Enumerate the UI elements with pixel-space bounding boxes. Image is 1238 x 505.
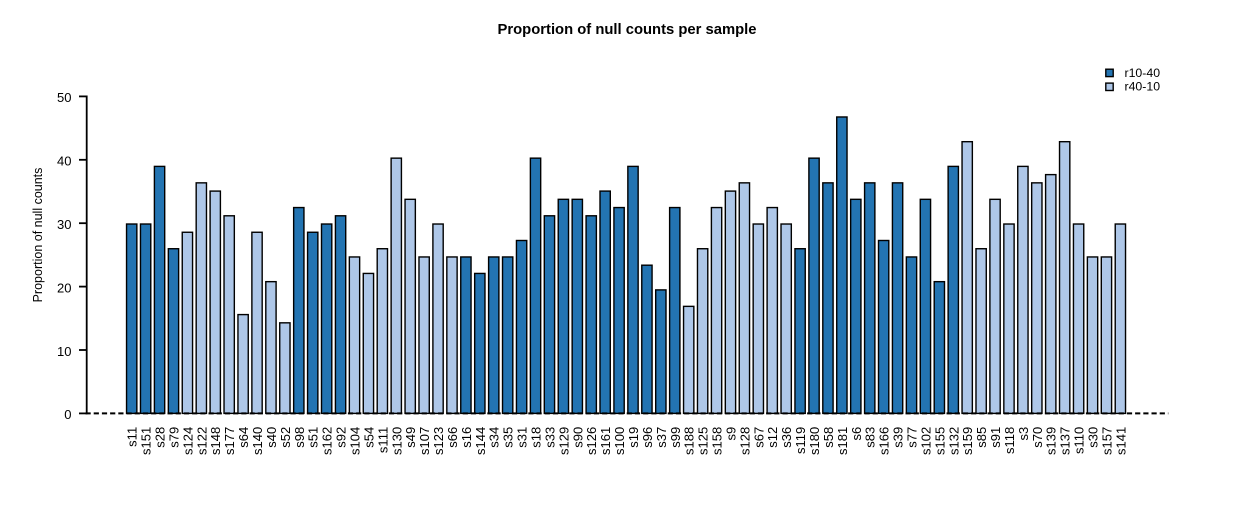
svg-text:s79: s79 [166, 427, 181, 448]
svg-text:s58: s58 [821, 427, 836, 448]
svg-text:s132: s132 [946, 427, 961, 455]
svg-text:Proportion of null counts: Proportion of null counts [31, 168, 45, 303]
svg-text:s83: s83 [863, 427, 878, 448]
svg-text:s119: s119 [793, 427, 808, 454]
svg-text:Proportion of null counts per: Proportion of null counts per sample [498, 22, 757, 38]
svg-text:r40-10: r40-10 [1125, 80, 1161, 94]
svg-text:s39: s39 [891, 427, 906, 448]
svg-text:s3: s3 [1016, 427, 1031, 441]
svg-text:s70: s70 [1030, 427, 1045, 448]
svg-text:s188: s188 [682, 427, 697, 455]
svg-text:s54: s54 [361, 427, 376, 448]
svg-text:s130: s130 [389, 427, 404, 455]
svg-text:s137: s137 [1058, 427, 1073, 455]
svg-text:s6: s6 [849, 427, 864, 441]
svg-text:s33: s33 [542, 427, 557, 448]
svg-text:s99: s99 [668, 427, 683, 448]
svg-text:s34: s34 [487, 427, 502, 448]
svg-text:s123: s123 [431, 427, 446, 455]
svg-text:s161: s161 [598, 427, 613, 455]
svg-text:50: 50 [57, 90, 71, 105]
svg-text:s85: s85 [974, 427, 989, 448]
svg-text:s124: s124 [180, 427, 195, 455]
svg-text:40: 40 [57, 154, 71, 169]
svg-text:s9: s9 [723, 427, 738, 441]
svg-text:s31: s31 [515, 427, 530, 448]
svg-text:s129: s129 [556, 427, 571, 455]
svg-text:s144: s144 [473, 427, 488, 455]
svg-text:s91: s91 [988, 427, 1003, 448]
svg-text:s90: s90 [570, 427, 585, 448]
svg-text:s49: s49 [403, 427, 418, 448]
svg-text:s19: s19 [626, 427, 641, 448]
svg-text:r10-40: r10-40 [1125, 66, 1161, 80]
svg-text:s159: s159 [960, 427, 975, 455]
svg-text:s166: s166 [877, 427, 892, 455]
svg-text:s102: s102 [918, 427, 933, 455]
svg-text:s162: s162 [320, 427, 335, 455]
svg-text:s148: s148 [208, 427, 223, 455]
svg-text:0: 0 [64, 407, 71, 422]
svg-text:s125: s125 [696, 427, 711, 455]
svg-text:10: 10 [57, 344, 71, 359]
svg-text:s180: s180 [807, 427, 822, 455]
svg-text:s122: s122 [194, 427, 209, 455]
svg-text:s37: s37 [654, 427, 669, 448]
svg-text:s110: s110 [1072, 427, 1087, 454]
svg-text:s98: s98 [292, 427, 307, 448]
svg-text:s30: s30 [1086, 427, 1101, 448]
svg-text:s64: s64 [236, 427, 251, 448]
svg-text:s104: s104 [348, 427, 363, 455]
svg-text:s52: s52 [278, 427, 293, 448]
svg-text:s107: s107 [417, 427, 432, 455]
svg-text:s66: s66 [445, 427, 460, 448]
svg-text:s18: s18 [529, 427, 544, 448]
svg-text:s12: s12 [765, 427, 780, 448]
svg-text:s151: s151 [139, 427, 154, 455]
svg-text:s96: s96 [640, 427, 655, 448]
svg-text:s155: s155 [932, 427, 947, 455]
svg-text:s16: s16 [459, 427, 474, 448]
svg-text:s100: s100 [612, 427, 627, 455]
svg-text:s11: s11 [125, 427, 140, 447]
svg-text:20: 20 [57, 280, 71, 295]
svg-text:s40: s40 [264, 427, 279, 448]
svg-text:s67: s67 [751, 427, 766, 448]
svg-text:s118: s118 [1002, 427, 1017, 454]
svg-text:s36: s36 [779, 427, 794, 448]
svg-text:s139: s139 [1044, 427, 1059, 455]
svg-text:s35: s35 [501, 427, 516, 448]
svg-text:s111: s111 [375, 427, 390, 453]
svg-text:s140: s140 [250, 427, 265, 455]
svg-text:s181: s181 [835, 427, 850, 455]
svg-text:s141: s141 [1113, 427, 1128, 455]
svg-text:30: 30 [57, 217, 71, 232]
svg-text:s28: s28 [153, 427, 168, 448]
svg-text:s92: s92 [334, 427, 349, 448]
svg-text:s158: s158 [710, 427, 725, 455]
svg-text:s51: s51 [306, 427, 321, 448]
svg-text:s128: s128 [737, 427, 752, 455]
svg-text:s126: s126 [584, 427, 599, 455]
svg-text:s177: s177 [222, 427, 237, 455]
svg-text:s157: s157 [1099, 427, 1114, 455]
svg-text:s77: s77 [905, 427, 920, 448]
